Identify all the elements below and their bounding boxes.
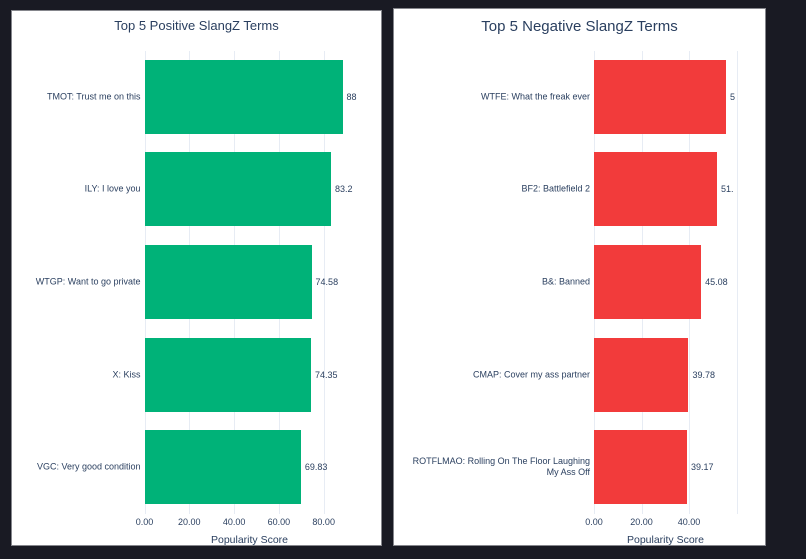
- bar-value-label: 88: [346, 91, 357, 102]
- category-label: VGC: Very good condition: [36, 461, 141, 472]
- category-label: ILY: I love you: [84, 183, 141, 194]
- bar-value-label: 83.2: [334, 184, 353, 195]
- negative-bar[interactable]: [594, 152, 718, 227]
- negative-chart-title: Top 5 Negative SlangZ Terms: [481, 18, 678, 35]
- x-tick-label: 80.00: [312, 517, 335, 527]
- category-label: CMAP: Cover my ass partner: [472, 369, 590, 380]
- positive-bar[interactable]: [144, 337, 312, 412]
- negative-chart-plot-area: WTFE: What the freak ever 5 BF2: Battlefie…: [394, 9, 765, 546]
- positive-bar[interactable]: [144, 59, 343, 134]
- negative-bar[interactable]: [594, 430, 688, 505]
- bar-value-label: 5: [730, 91, 736, 102]
- bar-value-label: 74.58: [315, 277, 339, 287]
- x-tick-label: 0.00: [135, 517, 154, 527]
- bar-value-label: 69.83: [304, 462, 328, 473]
- bar-value-label: 51.: [721, 184, 734, 195]
- category-label: WTGP: Want to go private: [35, 276, 141, 287]
- positive-chart-plot-area: TMOT: Trust me on this 88 ILY: I love you 8…: [12, 11, 381, 546]
- x-tick-label: 20.00: [178, 517, 201, 527]
- x-axis-title: Popularity Score: [210, 534, 289, 546]
- bar-value-label: 74.35: [315, 369, 338, 380]
- positive-chart-title: Top 5 Positive SlangZ Terms: [114, 18, 279, 33]
- positive-chart-card: Top 5 Positive SlangZ Terms TMOT: Trust …: [11, 10, 382, 546]
- negative-bar[interactable]: [594, 337, 689, 412]
- bar-value-label: 45.08: [705, 277, 728, 287]
- category-label: TMOT: Trust me on this: [46, 91, 141, 102]
- x-gridline: [323, 50, 325, 514]
- negative-chart-card: Top 5 Negative SlangZ Terms WTFE: What t…: [393, 8, 766, 546]
- bar-value-label: 39.17: [691, 462, 714, 473]
- positive-bar[interactable]: [144, 245, 312, 319]
- category-label: BF2: Battlefield 2: [521, 183, 590, 194]
- x-axis-title: Popularity Score: [626, 534, 705, 546]
- category-label: X: Kiss: [112, 369, 141, 380]
- x-tick-label: 40.00: [222, 517, 246, 527]
- positive-bar[interactable]: [144, 152, 331, 227]
- x-tick-label: 20.00: [630, 517, 653, 527]
- bar-value-label: 39.78: [692, 369, 715, 380]
- category-label: B&: Banned: [541, 276, 590, 287]
- x-tick-label: 0.00: [585, 517, 603, 527]
- category-label: ROTFLMAO: Rolling On The Floor Laughing …: [412, 456, 590, 478]
- negative-bar[interactable]: [594, 59, 727, 134]
- x-tick-label: 40.00: [677, 517, 701, 527]
- positive-bar[interactable]: [144, 430, 301, 505]
- x-tick-label: 60.00: [267, 517, 291, 527]
- x-gridline: [736, 50, 738, 514]
- category-label: WTFE: What the freak ever: [480, 91, 590, 102]
- negative-bar[interactable]: [594, 245, 702, 319]
